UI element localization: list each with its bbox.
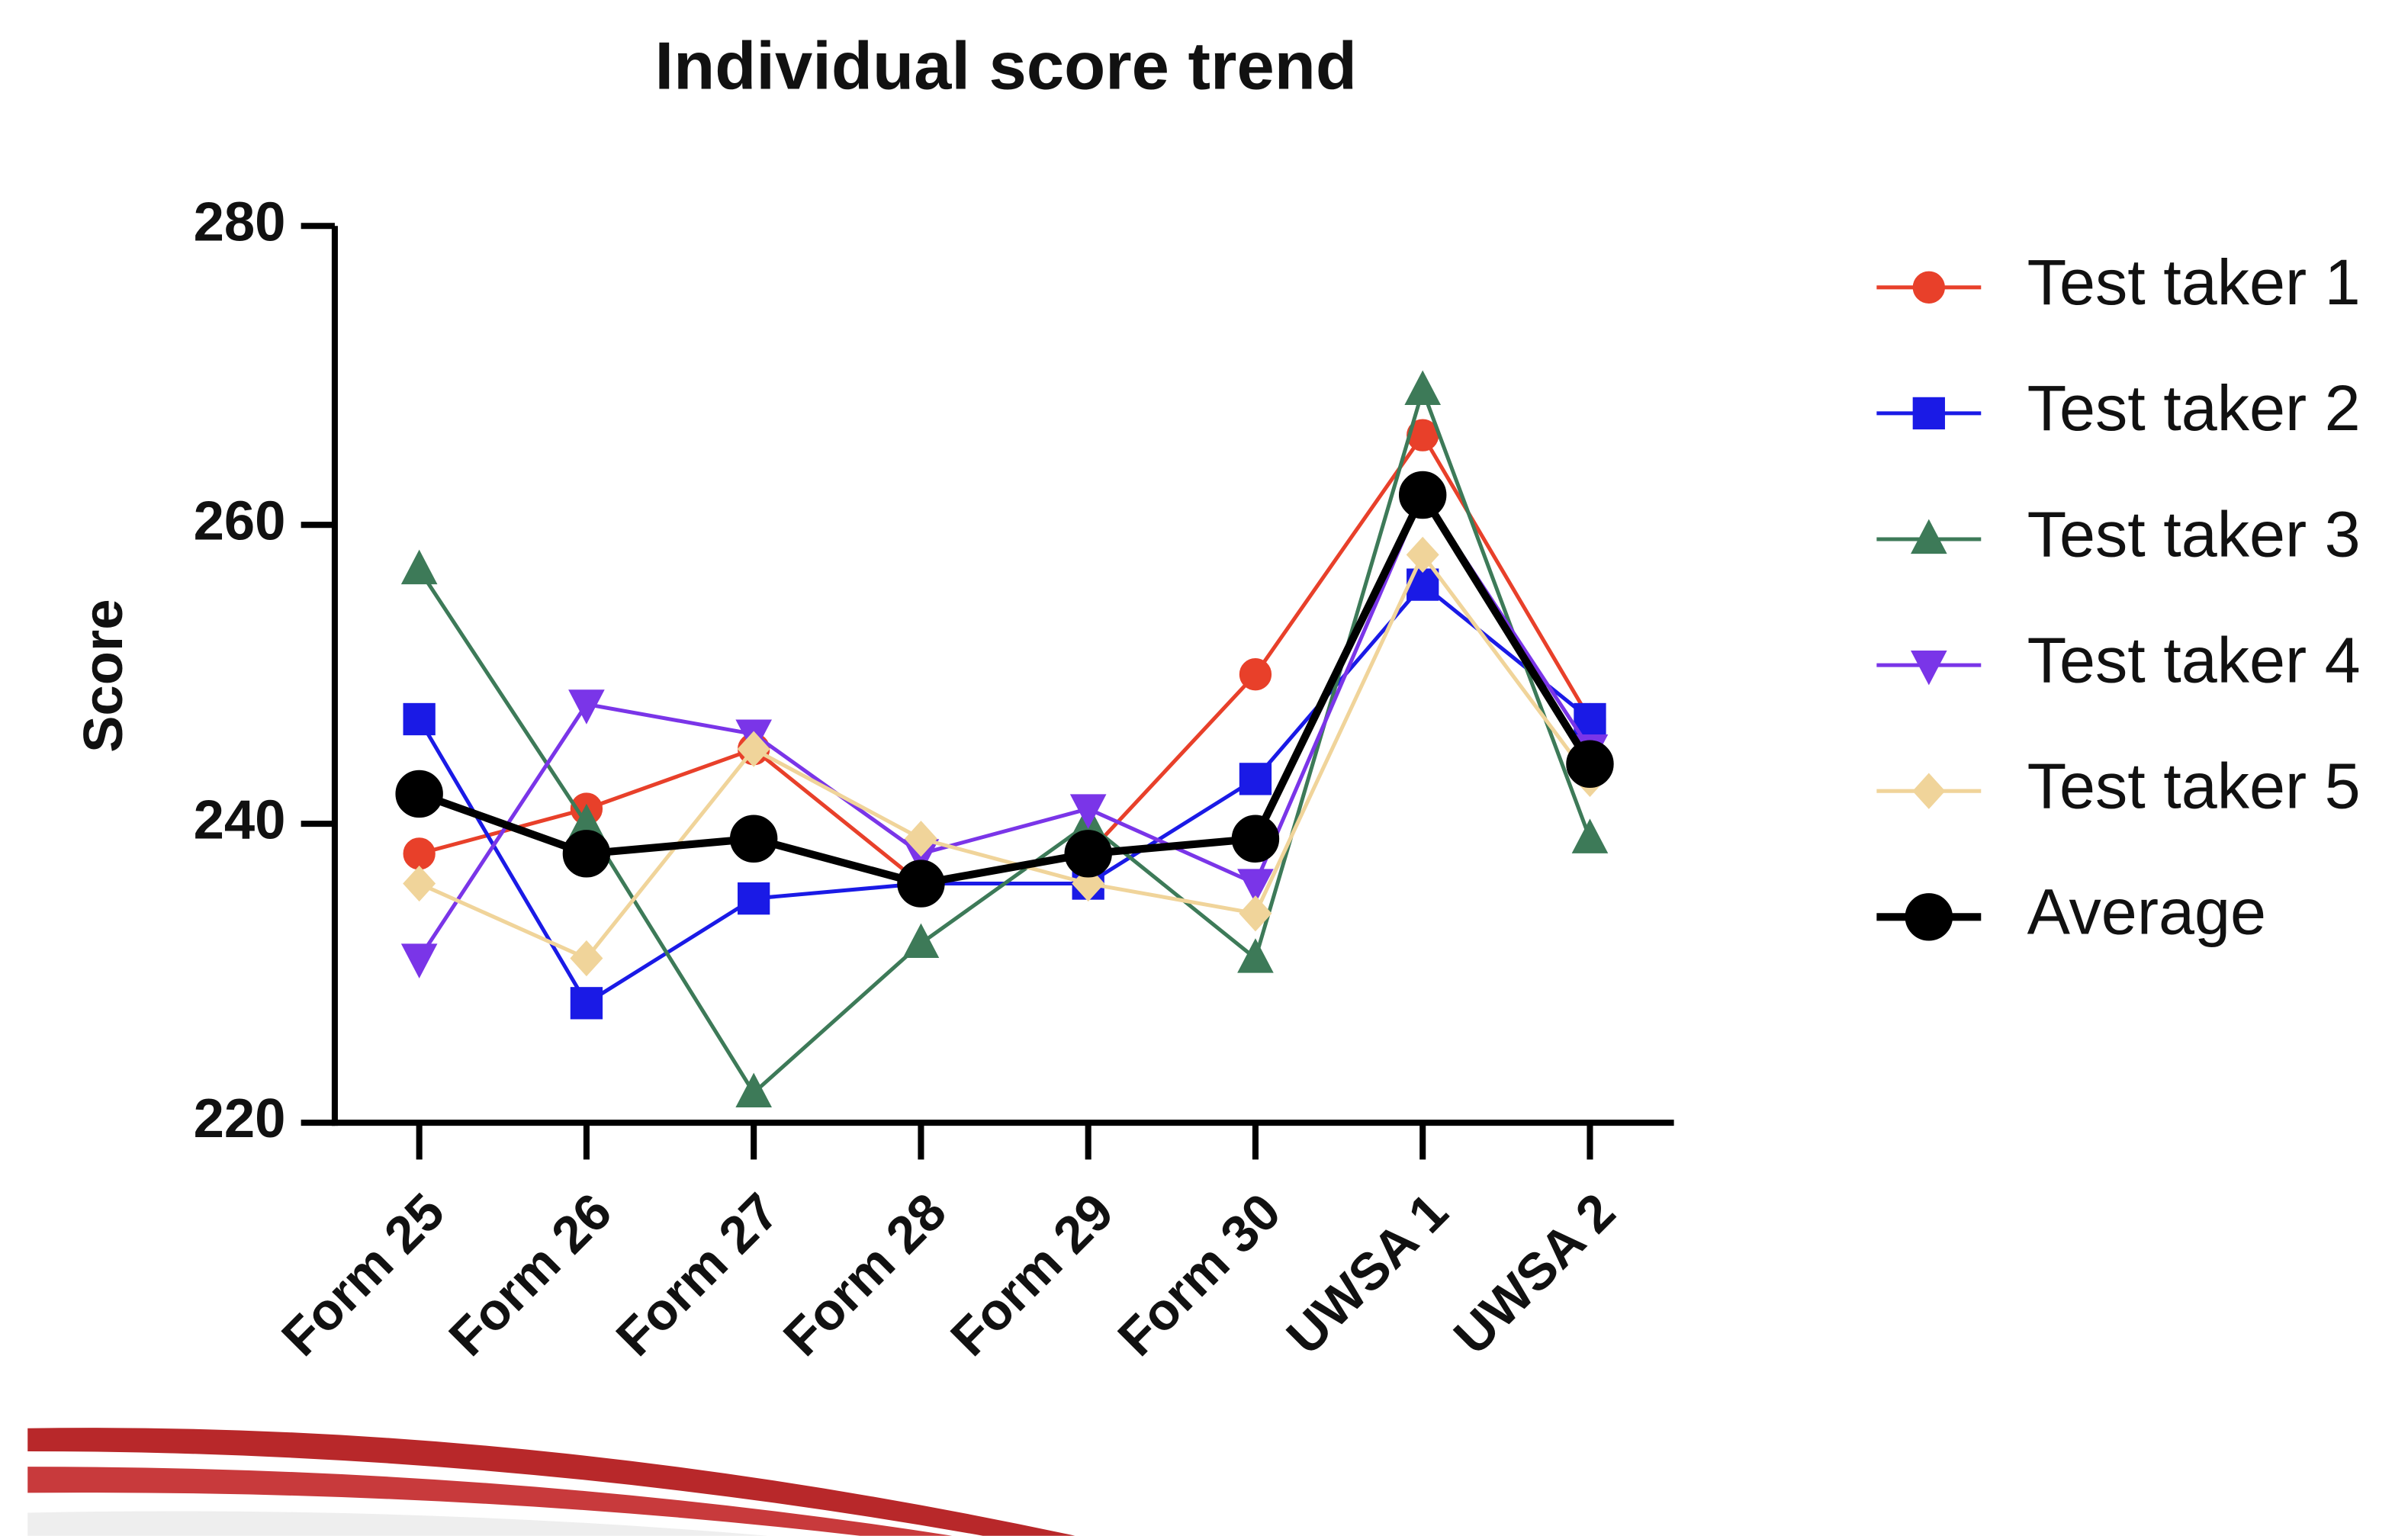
y-tick-label: 220	[194, 1088, 286, 1149]
data-point	[1400, 472, 1445, 518]
data-point	[1240, 763, 1271, 794]
data-point	[564, 831, 609, 876]
y-axis-label: Score	[72, 599, 134, 752]
data-point	[404, 838, 435, 869]
data-point	[1233, 816, 1278, 862]
y-tick-label: 260	[194, 490, 286, 551]
chart-title: Individual score trend	[655, 27, 1357, 103]
data-point	[898, 860, 944, 906]
legend-marker	[1906, 894, 1952, 940]
y-tick-label: 240	[194, 789, 286, 850]
legend-label: Average	[2027, 876, 2266, 948]
legend-label: Test taker 1	[2027, 246, 2361, 318]
data-point	[1240, 659, 1271, 689]
data-point	[1567, 741, 1612, 787]
y-tick-label: 280	[194, 191, 286, 252]
legend-label: Test taker 3	[2027, 497, 2361, 570]
legend-marker	[1914, 272, 1944, 303]
legend-marker	[1914, 398, 1944, 429]
legend-label: Test taker 5	[2027, 750, 2361, 822]
data-point	[396, 771, 442, 817]
legend-label: Test taker 2	[2027, 371, 2361, 444]
data-point	[1065, 831, 1111, 876]
data-point	[404, 704, 435, 734]
data-point	[738, 883, 769, 914]
data-point	[571, 988, 602, 1018]
chart: Individual score trend Score 220 240 260 28…	[0, 0, 2408, 1536]
legend-label: Test taker 4	[2027, 623, 2361, 696]
data-point	[731, 816, 776, 862]
